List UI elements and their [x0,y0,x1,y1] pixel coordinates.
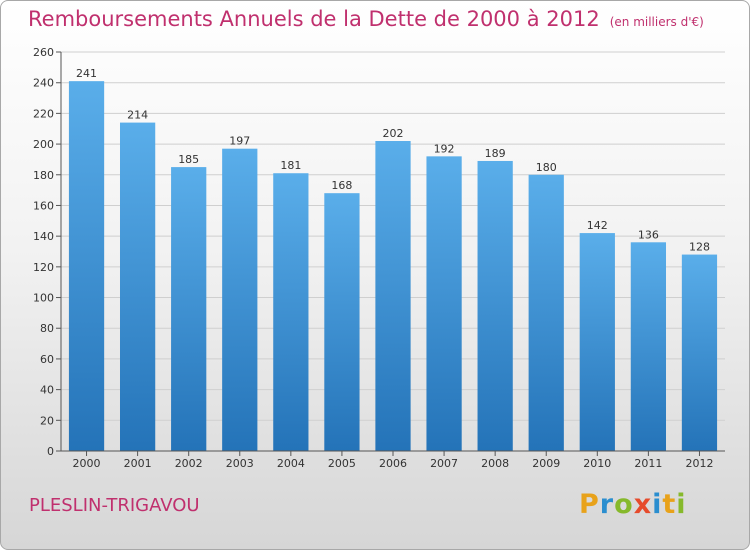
value-label-2002: 185 [178,153,199,166]
proxiti-logo: Proxiti [579,489,687,520]
y-tick-label: 260 [33,46,54,59]
x-tick-label-2006: 2006 [379,457,407,470]
chart-title-text: Remboursements Annuels de la Dette de 20… [28,7,600,31]
bar-2004 [273,173,309,451]
x-tick-label-2012: 2012 [685,457,713,470]
value-label-2003: 197 [229,135,250,148]
bar-2010 [579,233,615,451]
bar-2000 [68,81,105,452]
bar-2005 [324,193,360,451]
city-name: PLESLIN-TRIGAVOU [29,495,200,516]
bar-2009 [528,174,564,451]
x-tick-label-2010: 2010 [583,457,611,470]
chart-subtitle: (en milliers d'€) [609,15,704,29]
y-tick-label: 80 [40,322,54,335]
y-tick-label: 200 [33,138,54,151]
value-label-2011: 136 [638,228,659,241]
x-tick-label-2000: 2000 [73,457,101,470]
y-tick-label: 20 [40,414,54,427]
y-tick-label: 220 [33,107,54,120]
x-tick-label-2002: 2002 [175,457,203,470]
x-tick-label-2011: 2011 [634,457,662,470]
y-tick-label: 140 [33,230,54,243]
y-tick-label: 60 [40,353,54,366]
y-tick-label: 180 [33,169,54,182]
value-label-2005: 168 [331,179,352,192]
bar-2008 [477,160,513,451]
bar-2001 [119,122,156,451]
value-label-2009: 180 [536,161,557,174]
x-tick-label-2003: 2003 [226,457,254,470]
bar-2011 [630,242,667,451]
y-tick-label: 100 [33,292,54,305]
x-tick-label-2008: 2008 [481,457,509,470]
value-label-2000: 241 [76,67,97,80]
value-label-2012: 128 [689,241,710,254]
x-tick-label-2001: 2001 [124,457,152,470]
x-tick-label-2009: 2009 [532,457,560,470]
x-tick-label-2005: 2005 [328,457,356,470]
bar-2007 [426,156,462,451]
chart-title: Remboursements Annuels de la Dette de 20… [28,7,704,31]
bar-2006 [375,141,411,451]
bar-2012 [681,254,718,451]
y-tick-label: 120 [33,261,54,274]
x-tick-label-2007: 2007 [430,457,458,470]
y-tick-label: 240 [33,77,54,90]
y-tick-label: 0 [47,445,54,458]
x-tick-label-2004: 2004 [277,457,305,470]
y-tick-label: 160 [33,199,54,212]
value-label-2001: 214 [127,109,148,122]
value-label-2010: 142 [587,219,608,232]
value-label-2006: 202 [383,127,404,140]
value-label-2008: 189 [485,147,506,160]
value-label-2007: 192 [434,142,455,155]
bar-2002 [171,167,207,451]
bar-2003 [222,148,258,451]
value-label-2004: 181 [280,159,301,172]
y-tick-label: 40 [40,384,54,397]
